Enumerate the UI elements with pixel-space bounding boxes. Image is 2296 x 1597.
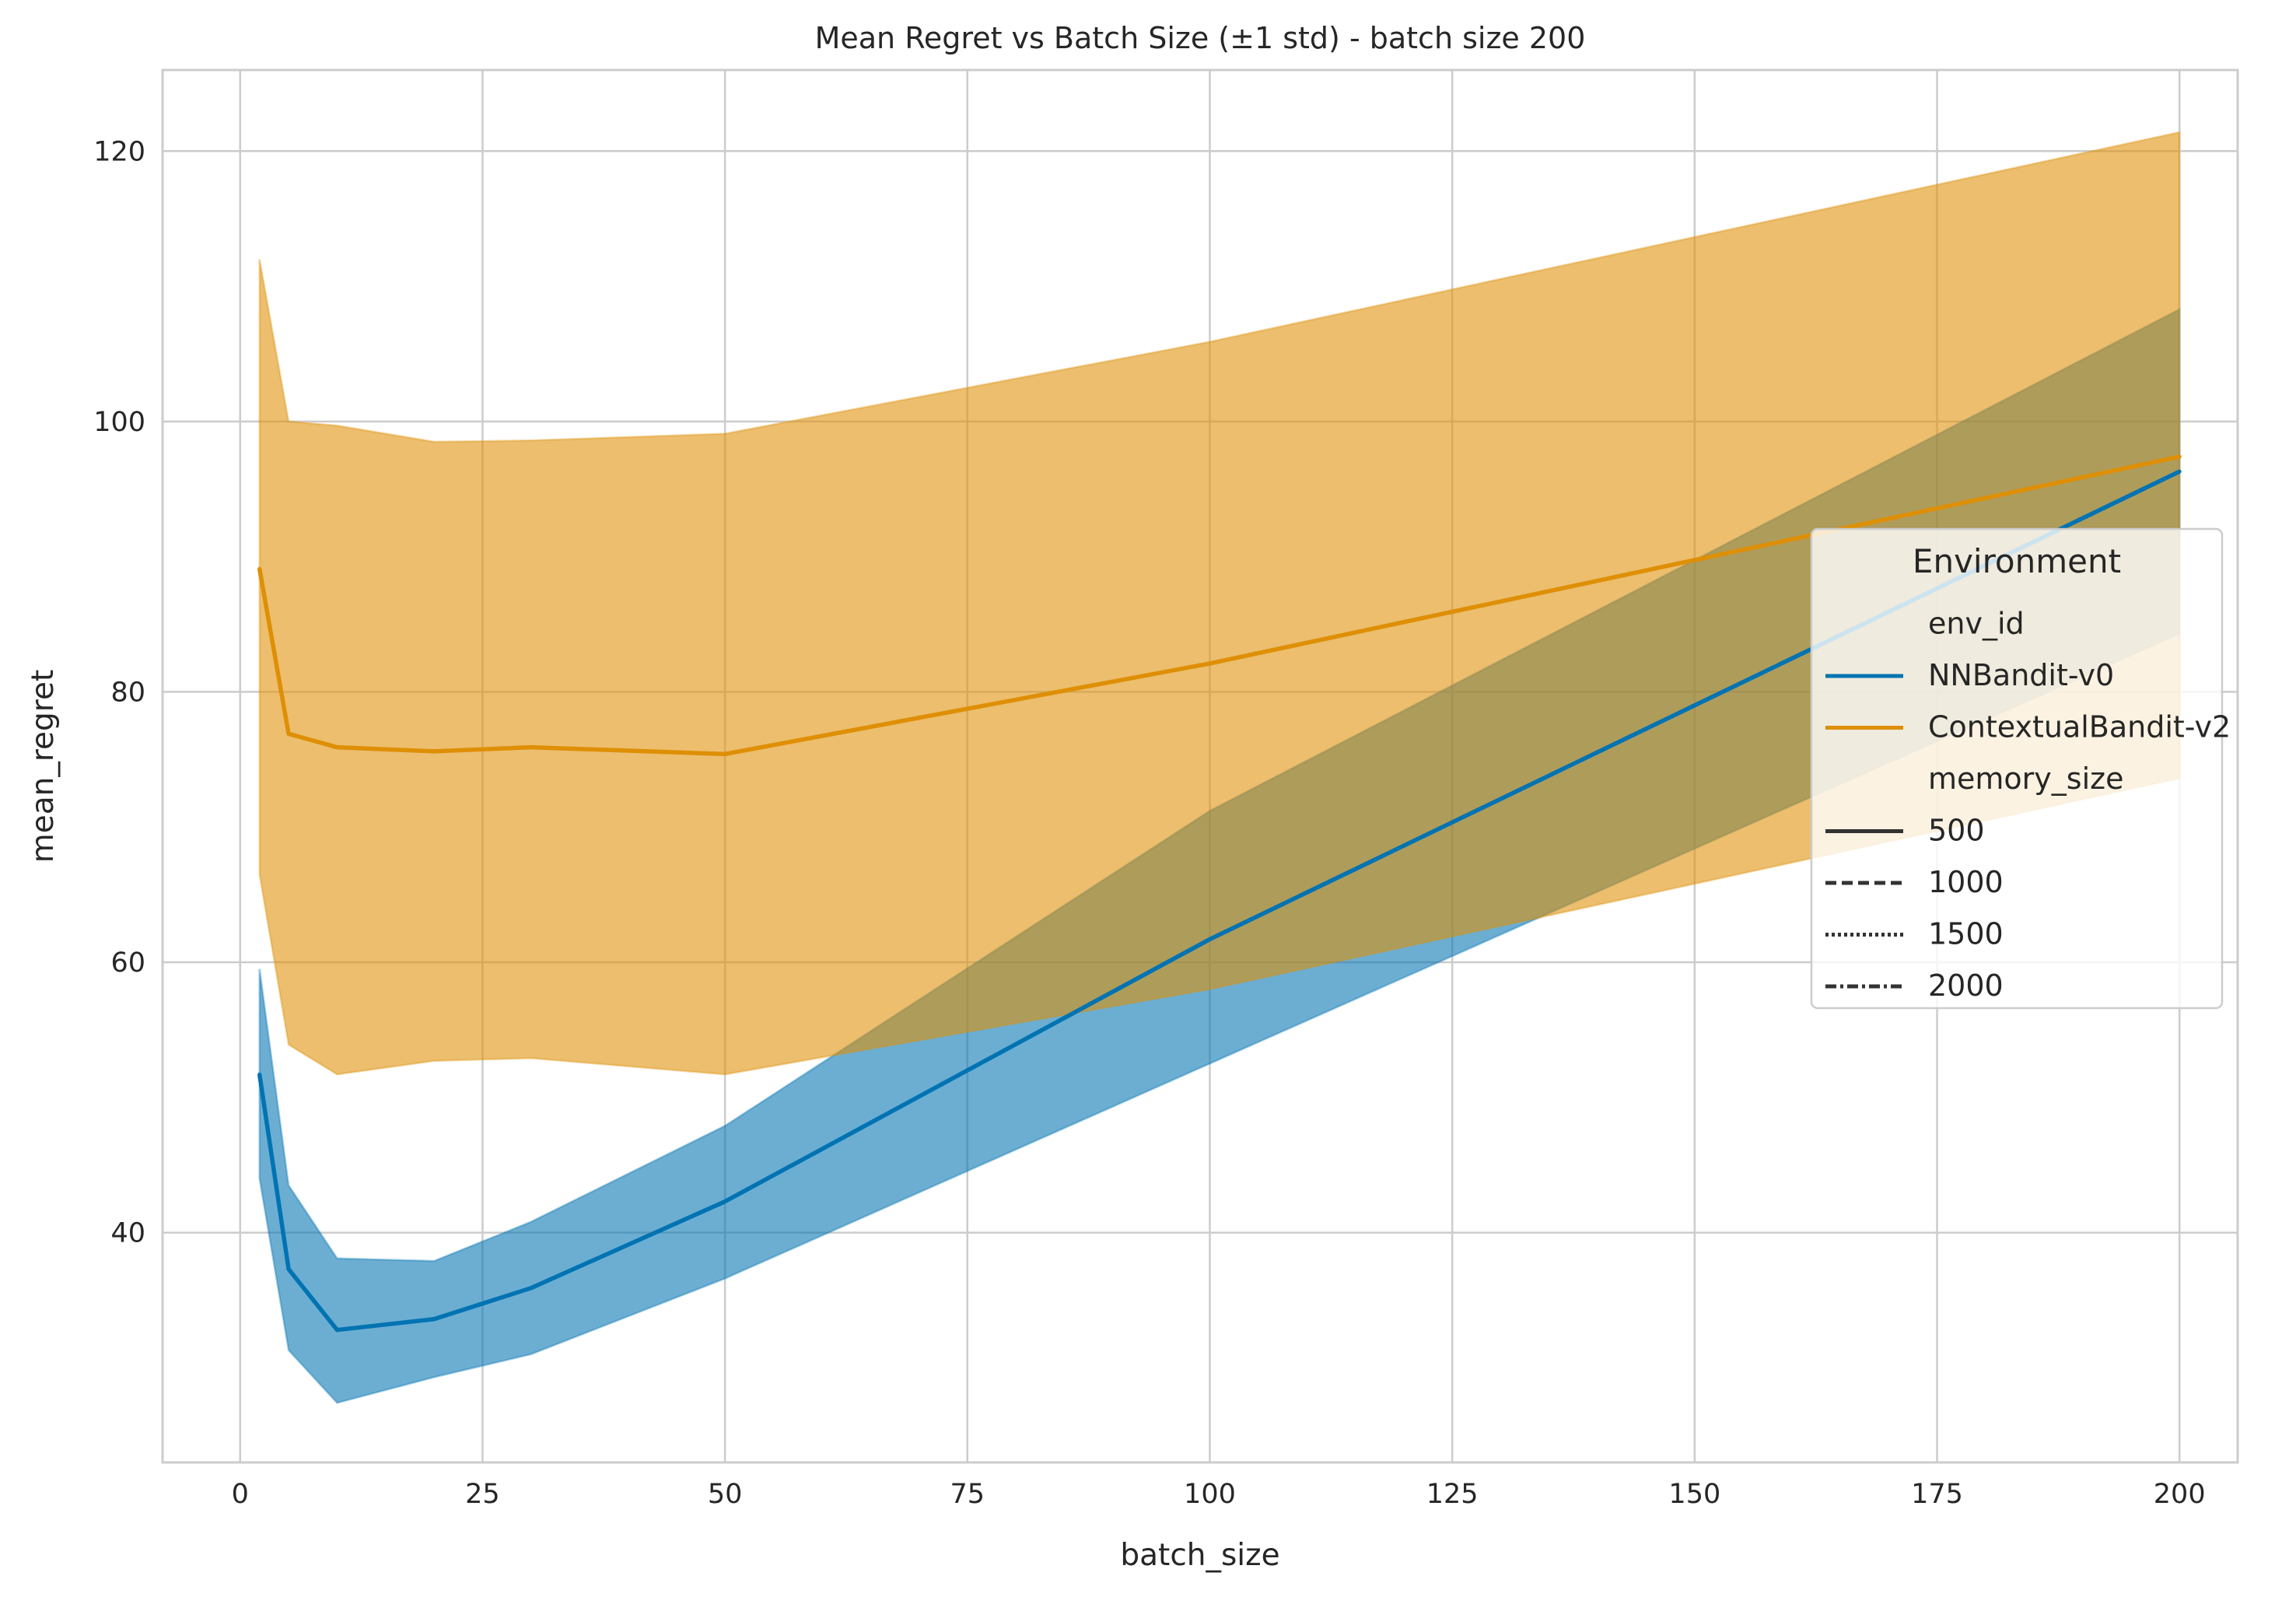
legend-box bbox=[1810, 527, 2224, 1010]
data-point bbox=[257, 1072, 262, 1077]
x-tick-label: 125 bbox=[1426, 1479, 1479, 1510]
data-point bbox=[529, 745, 534, 750]
data-point bbox=[1207, 661, 1212, 666]
line-contextualbandit-v2 bbox=[257, 454, 2180, 757]
data-point bbox=[723, 1200, 727, 1204]
tick-labels: 0 25 50 75 100 125 150 175 200 40 60 80 100 120 bbox=[93, 136, 2205, 1510]
line-nnbandit-v0 bbox=[257, 469, 2181, 1333]
x-tick-label: 175 bbox=[1911, 1479, 1963, 1510]
legend-entry: 2000 bbox=[1928, 968, 2004, 1003]
x-tick-label: 50 bbox=[708, 1479, 743, 1510]
x-tick-label: 200 bbox=[2154, 1479, 2206, 1510]
data-point bbox=[723, 751, 727, 756]
legend-entry: 500 bbox=[1928, 814, 1985, 848]
data-point bbox=[334, 1328, 339, 1333]
data-point bbox=[432, 1317, 436, 1322]
data-point bbox=[1207, 937, 1212, 941]
data-point bbox=[432, 749, 436, 754]
legend-entry: 1000 bbox=[1928, 865, 2004, 899]
data-point bbox=[257, 566, 262, 571]
y-tick-label: 40 bbox=[110, 1218, 145, 1249]
y-tick-label: 60 bbox=[110, 947, 145, 979]
legend-entry: 1500 bbox=[1928, 917, 2004, 951]
legend-hue-title: env_id bbox=[1928, 607, 2025, 641]
legend: Environment env_id NNBandit-v0 ContextualBa… bbox=[1810, 527, 2231, 1010]
legend-style-title: memory_size bbox=[1928, 762, 2123, 796]
x-axis-label: batch_size bbox=[1120, 1538, 1279, 1573]
legend-entry: ContextualBandit-v2 bbox=[1928, 710, 2231, 744]
y-tick-label: 100 bbox=[93, 407, 145, 438]
confidence-bands bbox=[258, 131, 2181, 1404]
data-point bbox=[334, 745, 339, 750]
x-tick-label: 75 bbox=[950, 1479, 985, 1510]
data-point bbox=[286, 731, 291, 736]
legend-entry: NNBandit-v0 bbox=[1928, 658, 2114, 692]
series-lines bbox=[257, 454, 2182, 1333]
x-tick-label: 25 bbox=[465, 1479, 500, 1510]
data-point bbox=[286, 1266, 291, 1271]
data-point bbox=[2177, 454, 2182, 459]
x-tick-label: 100 bbox=[1184, 1479, 1236, 1510]
legend-title: Environment bbox=[1913, 542, 2121, 580]
x-tick-label: 0 bbox=[232, 1479, 249, 1510]
chart-title: Mean Regret vs Batch Size (±1 std) - bat… bbox=[815, 21, 1586, 55]
data-point bbox=[2177, 469, 2182, 474]
y-tick-label: 120 bbox=[93, 136, 145, 167]
plot-frame bbox=[161, 68, 2239, 1464]
y-tick-label: 80 bbox=[110, 677, 145, 708]
y-axis-label: mean_regret bbox=[26, 670, 61, 863]
data-point bbox=[529, 1286, 534, 1291]
x-tick-label: 150 bbox=[1668, 1479, 1720, 1510]
